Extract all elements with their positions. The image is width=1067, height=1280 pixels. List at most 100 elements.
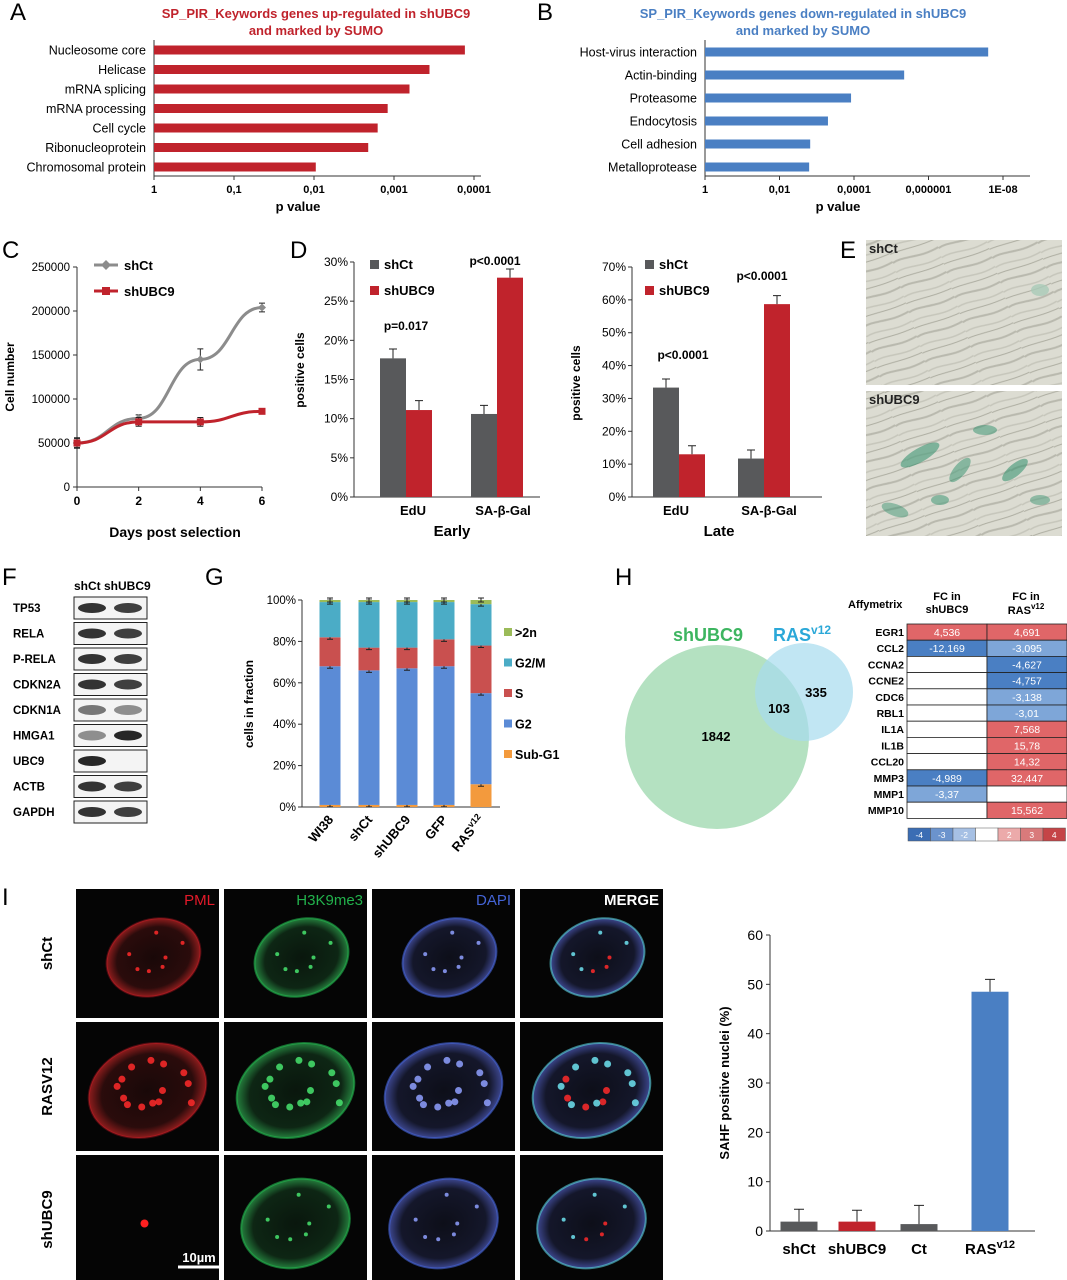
focus-spot: [604, 964, 609, 969]
legend-swatch-g2: [504, 719, 512, 728]
focus-spot: [335, 1099, 343, 1107]
point-shct-2: [196, 355, 205, 364]
focus-spot: [599, 1098, 607, 1106]
panel-d-early-ylabel: positive cells: [293, 332, 307, 408]
bar-ribonucleoprotein: [154, 143, 369, 152]
legend-label-g2-m: G2/M: [515, 657, 546, 671]
bar-shct: [780, 1221, 818, 1231]
bar-rasv12: [971, 991, 1009, 1231]
y-tick-label-5: 250000: [32, 262, 70, 274]
focus-spot: [419, 1101, 427, 1109]
y-tick-label-5: 50: [747, 976, 763, 992]
blot-frame-ubc9: [73, 749, 148, 773]
panel-a-xlabel: p value: [276, 199, 321, 214]
nucleus-rasv12-h3k9me3: [235, 1041, 356, 1140]
bar-shubc9-edu: [406, 410, 432, 497]
segment-s-gfp: [433, 639, 455, 667]
focus-spot: [455, 1221, 460, 1226]
segment-g2-shubc9: [396, 668, 418, 805]
nucleus-rasv12-dapi: [383, 1041, 504, 1140]
legend-swatch-sub-g1: [504, 750, 512, 758]
sa-beta-gal-stain: [1031, 284, 1049, 296]
legend-swatch-s: [504, 689, 512, 697]
panel-d-late-p-edu: p<0.0001: [657, 348, 708, 362]
error-bar-shct-sa-gal: [480, 404, 488, 414]
bar-shubc9-sa-gal: [764, 304, 790, 497]
focus-spot: [483, 1099, 491, 1107]
bar-shubc9: [838, 1221, 876, 1231]
bar-metalloprotease: [705, 162, 810, 172]
gene-label-cdc6: CDC6: [875, 692, 904, 704]
y-tick-label-1: 10%: [602, 457, 626, 471]
focus-spot: [598, 930, 603, 935]
blot-band-rela-0: [78, 628, 106, 639]
focus-spot: [557, 1082, 565, 1090]
focus-spot: [154, 930, 159, 935]
focus-spot: [628, 1080, 636, 1088]
channel-label-merge: MERGE: [604, 892, 659, 909]
focus-spot: [265, 1217, 270, 1222]
y-tick-label-5: 25%: [324, 294, 348, 308]
focus-spot: [571, 952, 576, 957]
venn-circle-ras: [755, 643, 853, 741]
legend-swatch-g2-m: [504, 658, 512, 667]
point-shubc9-2: [196, 418, 204, 426]
focus-spot: [476, 1069, 484, 1077]
blot-band-p-rela-1: [114, 654, 142, 664]
panel-d-early-cat-sagal: SA-β-Gal: [475, 503, 531, 518]
bar-label-mrna-processing: mRNA processing: [46, 102, 146, 116]
fc-value-ccl20-ras: 14,32: [1014, 757, 1040, 769]
focus-spot: [271, 1101, 279, 1109]
gene-label-ccna2: CCNA2: [868, 659, 904, 671]
blot-band-cdkn2a-1: [114, 679, 142, 690]
focus-spot: [146, 969, 151, 974]
focus-spot: [442, 969, 447, 974]
y-tick-label-3: 60%: [273, 678, 296, 690]
fc-value-egr1-shubc9: 4,536: [934, 627, 960, 639]
fc-cell-mmp10-ras: [986, 801, 1067, 819]
legend-label-2n: >2n: [515, 626, 537, 640]
legend-marker-shct: [101, 260, 111, 270]
blot-band-cdkn2a-0: [78, 679, 106, 690]
color-scale-label-4: 2: [1007, 830, 1012, 840]
color-scale-label-6: 4: [1052, 830, 1057, 840]
x-tick-label-4: 0,0001: [457, 184, 491, 196]
focus-spot: [113, 1082, 121, 1090]
y-tick-label-1: 5%: [331, 451, 349, 465]
row-label-shct: shCt: [39, 937, 56, 970]
venn-count-ras-only: 335: [805, 685, 827, 700]
focus-spot: [135, 967, 140, 972]
focus-spot: [603, 1087, 610, 1094]
panel-c-xlabel: Days post selection: [109, 524, 241, 540]
focus-spot: [308, 964, 313, 969]
segment-g2-rasv12: [470, 693, 492, 785]
bar-label-proteasome: Proteasome: [630, 92, 697, 106]
series-line-shubc9: [76, 409, 263, 445]
y-tick-label-3: 150000: [32, 350, 70, 362]
bar-label-cell-adhesion: Cell adhesion: [621, 138, 697, 152]
fc-cell-ccl20-shubc9: [906, 753, 988, 771]
focus-spot: [276, 1063, 284, 1071]
focus-spot: [455, 1087, 462, 1094]
blot-band-rela-1: [114, 628, 142, 639]
y-tick-label-0: 0: [64, 482, 70, 494]
panel-d-early-cat-edu: EdU: [400, 503, 426, 518]
legend-label-shubc9: shUBC9: [124, 284, 175, 299]
focus-spot: [302, 930, 307, 935]
focus-spot: [474, 1204, 479, 1209]
panel-d-late-legend-swatch-shct: [645, 260, 654, 269]
micrograph-shubc9-label: shUBC9: [869, 392, 920, 407]
focus-spot: [624, 1069, 632, 1077]
color-scale-cell-6: [1042, 827, 1066, 842]
y-tick-label-2: 100000: [32, 394, 70, 406]
blot-frame-p-rela: [73, 647, 148, 671]
panel-e: E shCt shUBC9: [840, 237, 1062, 536]
category-label-shct: shCt: [345, 812, 375, 844]
focus-spot: [147, 1056, 155, 1064]
panel-b: B SP_PIR_Keywords genes down-regulated i…: [537, 0, 1030, 214]
color-scale-label-2: -2: [960, 830, 968, 840]
fc-cell-rbl1-shubc9: [906, 704, 988, 722]
x-tick-label-2: 0,01: [303, 184, 324, 196]
panel-d-early-legend-swatch-shubc9: [370, 286, 379, 295]
fc-value-mmp1-shubc9: -3,37: [935, 789, 959, 801]
